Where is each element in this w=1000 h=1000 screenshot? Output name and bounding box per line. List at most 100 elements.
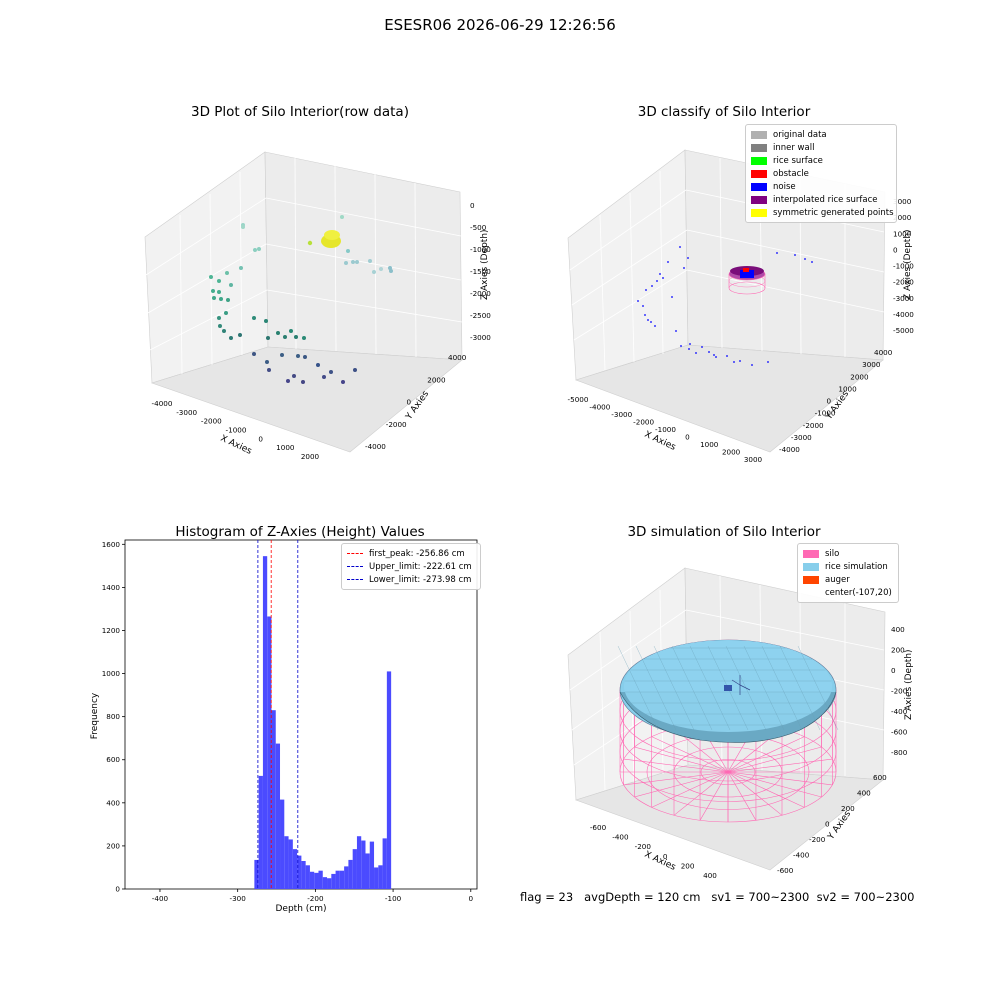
legend-label: auger [825, 574, 850, 585]
panel2-x-tick: -3000 [611, 410, 632, 419]
panel4-y-tick: 200 [841, 804, 855, 813]
legend-swatch [803, 549, 819, 558]
panel4-3d-simulation: X Axies Y Axies Z Axies (Depth) -600-400… [567, 567, 914, 880]
panel2-noise-point [651, 285, 653, 287]
legend-label: obstacle [773, 168, 809, 179]
panel1-data-point [292, 374, 296, 378]
panel1-data-point [340, 215, 344, 219]
histogram-bar [322, 877, 328, 889]
panel2-y-tick: 2000 [850, 372, 869, 381]
panel1-x-tick: -2000 [201, 417, 222, 426]
panel3-x-tick: -200 [307, 894, 324, 903]
panel3-x-tick: -100 [385, 894, 402, 903]
panel2-noise-point [656, 280, 658, 282]
panel2-noise-point [726, 355, 728, 357]
figure-title: ESESR06 2026-06-29 12:26:56 [384, 16, 616, 34]
panel2-x-tick: -4000 [589, 403, 610, 412]
panel1-data-point [368, 259, 372, 263]
panel3-y-tick: 400 [106, 798, 120, 807]
panel2-noise-point [751, 364, 753, 366]
panel2-noise-point [659, 273, 661, 275]
panel1-data-point [379, 267, 383, 271]
panel1-x-tick: 0 [258, 434, 263, 443]
legend-item: Upper_limit: -222.61 cm [347, 560, 475, 573]
legend-item: silo [803, 547, 893, 560]
panel1-y-tick: -2000 [386, 420, 407, 429]
panel2-y-tick: -2000 [803, 421, 824, 430]
panel1-data-point [217, 290, 221, 294]
panel2-z-tick: -1000 [893, 262, 914, 271]
histogram-bar [386, 671, 392, 889]
panel2-noise-point [804, 258, 806, 260]
panel2-z-tick: 3000 [893, 197, 912, 206]
panel4-y-tick: -200 [809, 835, 826, 844]
panel1-data-point [389, 269, 393, 273]
panel3-y-tick: 600 [106, 755, 120, 764]
panel1-data-point [301, 380, 305, 384]
legend-label: Upper_limit: -222.61 cm [369, 561, 472, 572]
panel2-z-tick: -3000 [893, 294, 914, 303]
legend-item: interpolated rice surface [751, 193, 891, 206]
histogram-bar [284, 836, 289, 889]
panel1-data-point [266, 336, 270, 340]
panel2-noise-point [733, 361, 735, 363]
histogram-bar [254, 859, 259, 889]
histogram-bar [258, 775, 263, 889]
panel2-noise-point [647, 319, 649, 321]
panel3-y-tick: 800 [106, 712, 120, 721]
panel3-xlabel: Depth (cm) [275, 904, 326, 914]
panel2-noise-point [776, 252, 778, 254]
panel2-noise-point [708, 351, 710, 353]
panel1-data-point [372, 270, 376, 274]
panel3-y-tick: 1000 [102, 669, 121, 678]
panel3-y-tick: 200 [106, 841, 120, 850]
legend-swatch [751, 208, 767, 217]
legend-swatch [751, 143, 767, 152]
panel4-y-tick: 0 [825, 820, 830, 829]
panel1-data-point [286, 379, 290, 383]
panel3-y-tick: 1200 [102, 626, 121, 635]
panel4-legend: silo rice simulation auger center(-107,20) [797, 543, 899, 603]
panel1-data-point [219, 297, 223, 301]
panel1-data-point [346, 249, 350, 253]
panel1-data-point [217, 316, 221, 320]
panel2-x-tick: 1000 [700, 440, 719, 449]
panel2-3d-classify: X Axies Y Axies Z Axies (Depth) -5000-40… [568, 149, 914, 464]
panel2-noise-point [644, 314, 646, 316]
histogram-bar [318, 870, 323, 889]
panel1-data-point [252, 352, 256, 356]
panel4-z-tick: -200 [891, 687, 908, 696]
panel1-y-tick: 0 [407, 398, 412, 407]
panel2-silo-cylinder [728, 266, 766, 295]
status-line: flag = 23 avgDepth = 120 cm sv1 = 700~23… [520, 890, 915, 904]
panel1-data-point [252, 316, 256, 320]
panel4-y-tick: 400 [857, 789, 871, 798]
histogram-bar [344, 866, 349, 889]
panel1-z-tick: -500 [470, 223, 487, 232]
panel1-zlabel: Z Axies (Depth) [480, 229, 490, 300]
panel2-y-tick: -1000 [815, 409, 836, 418]
panel3-y-tick: 1600 [102, 540, 121, 549]
legend-swatch [751, 169, 767, 178]
panel2-z-tick: 1000 [893, 229, 912, 238]
panel2-noise-point [662, 277, 664, 279]
panel2-noise-point [701, 346, 703, 348]
histogram-bar [339, 870, 345, 889]
panel3-x-tick: -400 [152, 894, 169, 903]
panel1-data-point [267, 368, 271, 372]
panel1-y-tick: -4000 [365, 442, 386, 451]
panel2-y-tick: 3000 [862, 360, 881, 369]
panel2-x-tick: -5000 [568, 395, 589, 404]
panel1-data-point [217, 279, 221, 283]
panel1-data-point [280, 353, 284, 357]
panel4-xlabel: X Axies [643, 850, 678, 873]
panel2-z-tick: -5000 [893, 326, 914, 335]
panel4-y-tick: -400 [793, 851, 810, 860]
legend-item: center(-107,20) [803, 586, 893, 599]
legend-swatch [803, 589, 819, 597]
panel2-noise-point [767, 361, 769, 363]
panel2-y-tick: 4000 [874, 348, 893, 357]
panel1-data-point [283, 335, 287, 339]
panel2-z-tick: 2000 [893, 213, 912, 222]
panel1-x-tick: 2000 [301, 452, 320, 461]
